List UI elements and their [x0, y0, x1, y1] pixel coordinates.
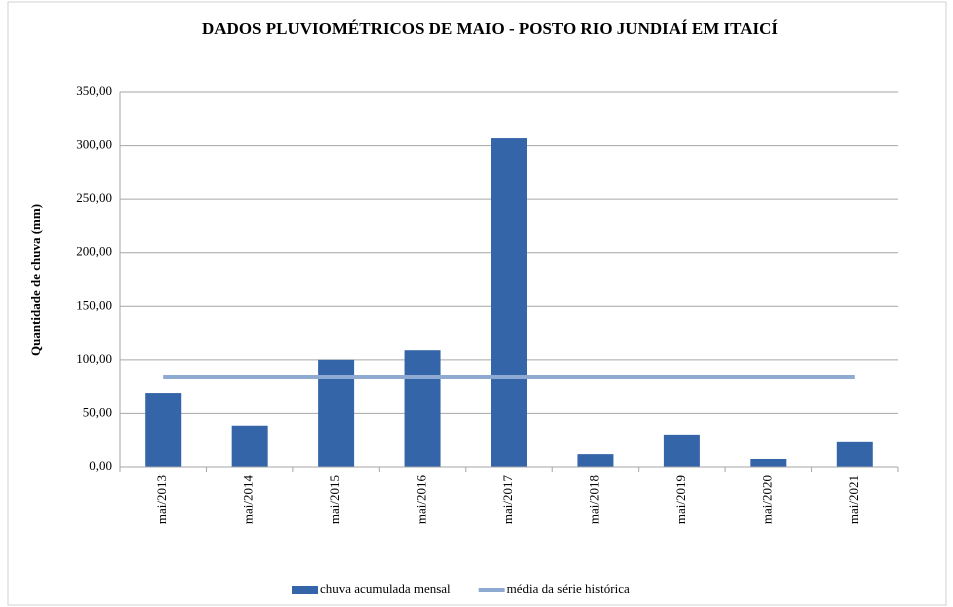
y-tick-label: 50,00 [83, 404, 112, 419]
bar [404, 350, 441, 467]
x-tick-label: mai/2018 [586, 475, 601, 524]
chart-title: DADOS PLUVIOMÉTRICOS DE MAIO - POSTO RIO… [202, 19, 778, 38]
legend-swatch [292, 586, 318, 594]
x-tick-label: mai/2017 [500, 475, 515, 525]
x-tick-label: mai/2016 [414, 475, 429, 525]
legend-label: média da série histórica [507, 581, 630, 596]
chart-frame [7, 1, 947, 606]
bar [231, 425, 268, 467]
x-tick-label: mai/2021 [846, 475, 861, 524]
x-tick-label: mai/2020 [759, 475, 774, 524]
y-tick-label: 350,00 [76, 83, 112, 98]
bar [491, 138, 527, 468]
y-axis-label: Quantidade de chuva (mm) [28, 204, 43, 356]
y-tick-label: 200,00 [76, 244, 112, 259]
bar [750, 458, 787, 467]
y-tick-label: 250,00 [76, 190, 112, 205]
bar [577, 454, 614, 467]
legend-label: chuva acumulada mensal [320, 581, 451, 596]
x-tick-label: mai/2014 [241, 475, 256, 525]
x-tick-label: mai/2013 [154, 475, 169, 524]
bar [836, 441, 873, 467]
x-tick-label: mai/2019 [673, 475, 688, 524]
bar [145, 393, 182, 467]
x-tick-label: mai/2015 [327, 475, 342, 524]
bar [663, 434, 700, 467]
y-tick-label: 150,00 [76, 297, 112, 312]
y-tick-label: 0,00 [89, 458, 112, 473]
y-tick-label: 300,00 [76, 137, 112, 152]
y-tick-label: 100,00 [76, 351, 112, 366]
